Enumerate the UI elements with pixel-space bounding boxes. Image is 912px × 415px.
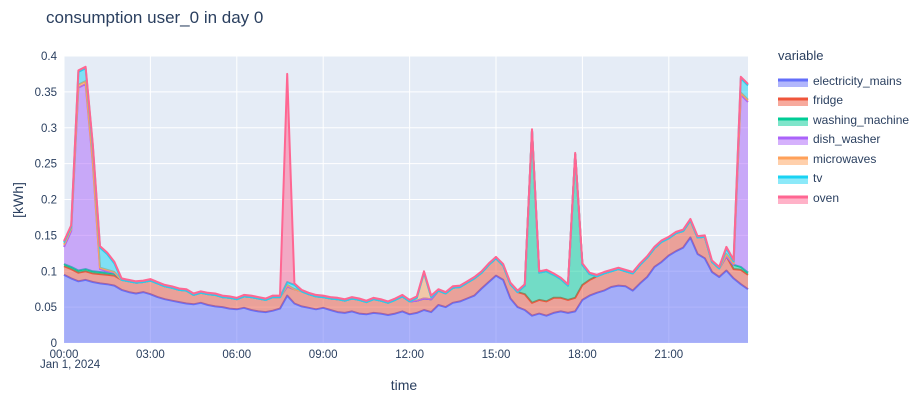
legend-item-electricity_mains[interactable]: electricity_mains <box>778 71 909 91</box>
legend-label: tv <box>813 171 823 186</box>
legend-swatch-washing_machine <box>778 117 808 126</box>
chart-title: consumption user_0 in day 0 <box>46 8 264 27</box>
y-tick-label: 0.1 <box>41 266 57 278</box>
legend-label: washing_machine <box>813 112 910 127</box>
legend-item-tv[interactable]: tv <box>778 169 909 189</box>
x-axis-date-label: Jan 1, 2024 <box>40 359 101 371</box>
y-tick-label: 0.15 <box>35 230 57 242</box>
y-tick-label: 0.35 <box>35 87 57 99</box>
legend-swatch-electricity_mains <box>778 78 808 87</box>
legend-item-dish_washer[interactable]: dish_washer <box>778 130 909 150</box>
y-axis-title: [kWh] <box>10 182 26 218</box>
legend-item-fridge[interactable]: fridge <box>778 91 909 111</box>
legend-item-oven[interactable]: oven <box>778 188 909 208</box>
y-tick-label: 0.4 <box>41 51 58 63</box>
area-washing_machine <box>64 130 748 303</box>
y-tick-label: 0.25 <box>35 159 57 171</box>
x-tick-label: 15:00 <box>482 349 511 361</box>
legend-item-microwaves[interactable]: microwaves <box>778 149 909 169</box>
legend-swatch-fridge <box>778 97 808 107</box>
area-electricity_mains <box>64 237 748 343</box>
x-tick-label: 18:00 <box>568 349 597 361</box>
legend-swatch-tv <box>778 175 808 185</box>
axis-tick-labels: 00:00 03:00 06:00 09:00 12:00 15:00 18:00 21:00… <box>35 51 684 361</box>
x-tick-label: 00:00 <box>50 349 79 361</box>
x-tick-label: 12:00 <box>395 349 424 361</box>
legend-label: electricity_mains <box>813 73 902 88</box>
x-tick-label: 03:00 <box>136 349 165 361</box>
legend-swatch-oven <box>778 195 808 204</box>
y-tick-label: 0.2 <box>41 195 57 207</box>
legend-item-washing_machine[interactable]: washing_machine <box>778 110 909 130</box>
y-tick-label: 0.05 <box>35 302 57 314</box>
x-tick-label: 06:00 <box>222 349 251 361</box>
legend-swatch-dish_washer <box>778 136 808 146</box>
legend-label: dish_washer <box>813 132 881 147</box>
x-axis-title: time <box>390 377 418 393</box>
line-oven <box>63 65 749 303</box>
x-tick-label: 09:00 <box>309 349 338 361</box>
x-tick-label: 21:00 <box>654 349 683 361</box>
y-tick-label: 0 <box>51 338 57 350</box>
stacked-areas <box>63 65 749 343</box>
legend-label: oven <box>813 190 840 205</box>
legend-title: variable <box>778 48 824 63</box>
legend-label: fridge <box>813 93 844 108</box>
legend-swatch-microwaves <box>778 156 808 165</box>
y-tick-label: 0.3 <box>41 123 57 135</box>
legend-label: microwaves <box>813 151 877 166</box>
